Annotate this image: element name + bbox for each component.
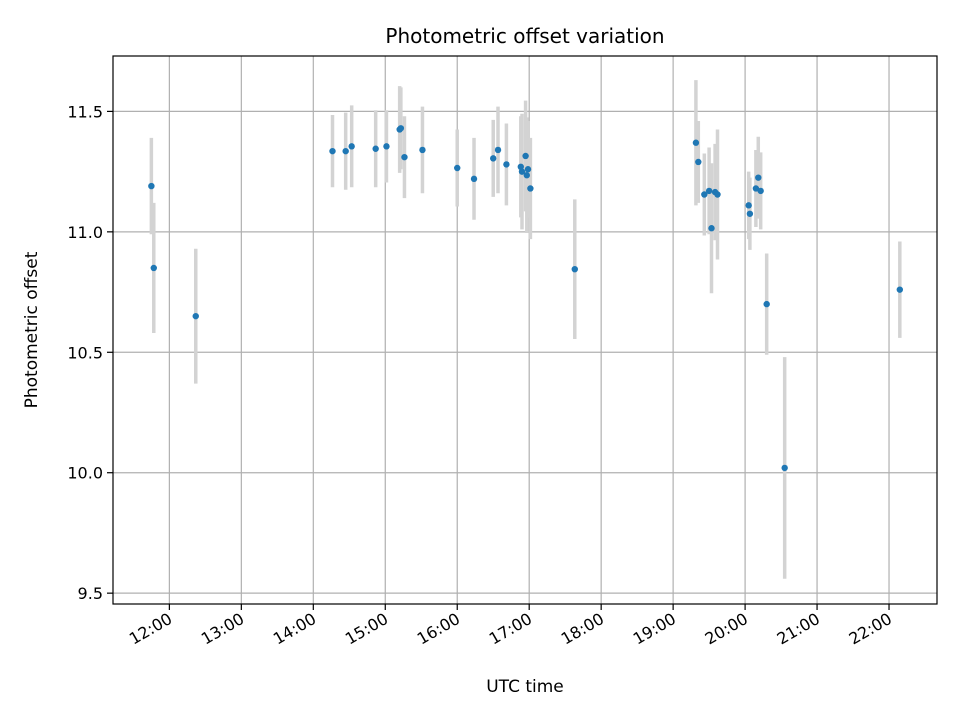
data-point bbox=[517, 163, 525, 171]
y-tick-label: 11.0 bbox=[67, 223, 103, 242]
data-point bbox=[470, 175, 478, 183]
x-tick-label: 17:00 bbox=[486, 609, 535, 649]
x-axis-title: UTC time bbox=[486, 677, 564, 697]
data-point bbox=[896, 286, 904, 293]
y-axis-title: Photometric offset bbox=[22, 251, 42, 408]
data-point bbox=[752, 185, 760, 192]
data-point bbox=[527, 185, 534, 192]
x-axis-ticks: 12:00 13:00 14:00 15:00 16:00 17:00 18:00 19:00… bbox=[126, 604, 895, 649]
data-point bbox=[383, 143, 390, 150]
x-tick-label: 19:00 bbox=[630, 609, 679, 649]
data-point bbox=[524, 166, 532, 173]
data-point bbox=[148, 182, 155, 190]
x-tick-label: 22:00 bbox=[846, 609, 895, 649]
data-point bbox=[454, 164, 461, 172]
y-tick-label: 10.5 bbox=[67, 343, 103, 362]
data-point bbox=[763, 300, 770, 308]
data-points bbox=[148, 125, 904, 472]
data-point bbox=[503, 161, 510, 168]
x-tick-label: 12:00 bbox=[126, 609, 175, 649]
data-point bbox=[329, 147, 336, 155]
x-tick-label: 21:00 bbox=[774, 609, 823, 649]
x-tick-label: 14:00 bbox=[270, 609, 319, 649]
data-point bbox=[518, 168, 526, 175]
data-point bbox=[372, 145, 379, 152]
data-point bbox=[150, 264, 157, 272]
y-tick-label: 10.0 bbox=[67, 464, 103, 483]
data-point bbox=[571, 265, 578, 273]
data-point bbox=[695, 158, 702, 166]
y-tick-label: 11.5 bbox=[67, 102, 103, 121]
y-axis-ticks: 9.5 10.0 10.5 11.0 11.5 bbox=[67, 102, 113, 603]
data-point bbox=[397, 125, 405, 132]
data-point bbox=[523, 172, 530, 179]
data-point bbox=[745, 202, 752, 209]
data-point bbox=[401, 153, 408, 161]
x-tick-label: 15:00 bbox=[342, 609, 391, 649]
x-tick-label: 18:00 bbox=[558, 609, 607, 649]
data-point bbox=[348, 143, 355, 150]
data-point bbox=[705, 187, 713, 195]
plot-frame bbox=[112, 55, 938, 605]
data-point bbox=[714, 191, 721, 198]
data-point bbox=[757, 187, 764, 195]
data-point bbox=[342, 147, 349, 155]
x-tick-label: 13:00 bbox=[198, 609, 247, 649]
data-point bbox=[192, 312, 199, 320]
y-tick-label: 9.5 bbox=[78, 584, 103, 603]
data-point bbox=[522, 152, 529, 160]
data-point bbox=[781, 464, 788, 472]
data-point bbox=[701, 191, 708, 198]
x-tick-label: 16:00 bbox=[414, 609, 463, 649]
data-point bbox=[419, 146, 426, 154]
x-tick-label: 20:00 bbox=[702, 609, 751, 649]
data-point bbox=[494, 146, 502, 154]
data-point bbox=[692, 139, 700, 146]
data-point bbox=[746, 210, 754, 217]
data-point bbox=[708, 225, 715, 232]
data-point bbox=[755, 174, 762, 181]
data-point bbox=[490, 155, 497, 162]
chart-title: Photometric offset variation bbox=[385, 24, 664, 48]
